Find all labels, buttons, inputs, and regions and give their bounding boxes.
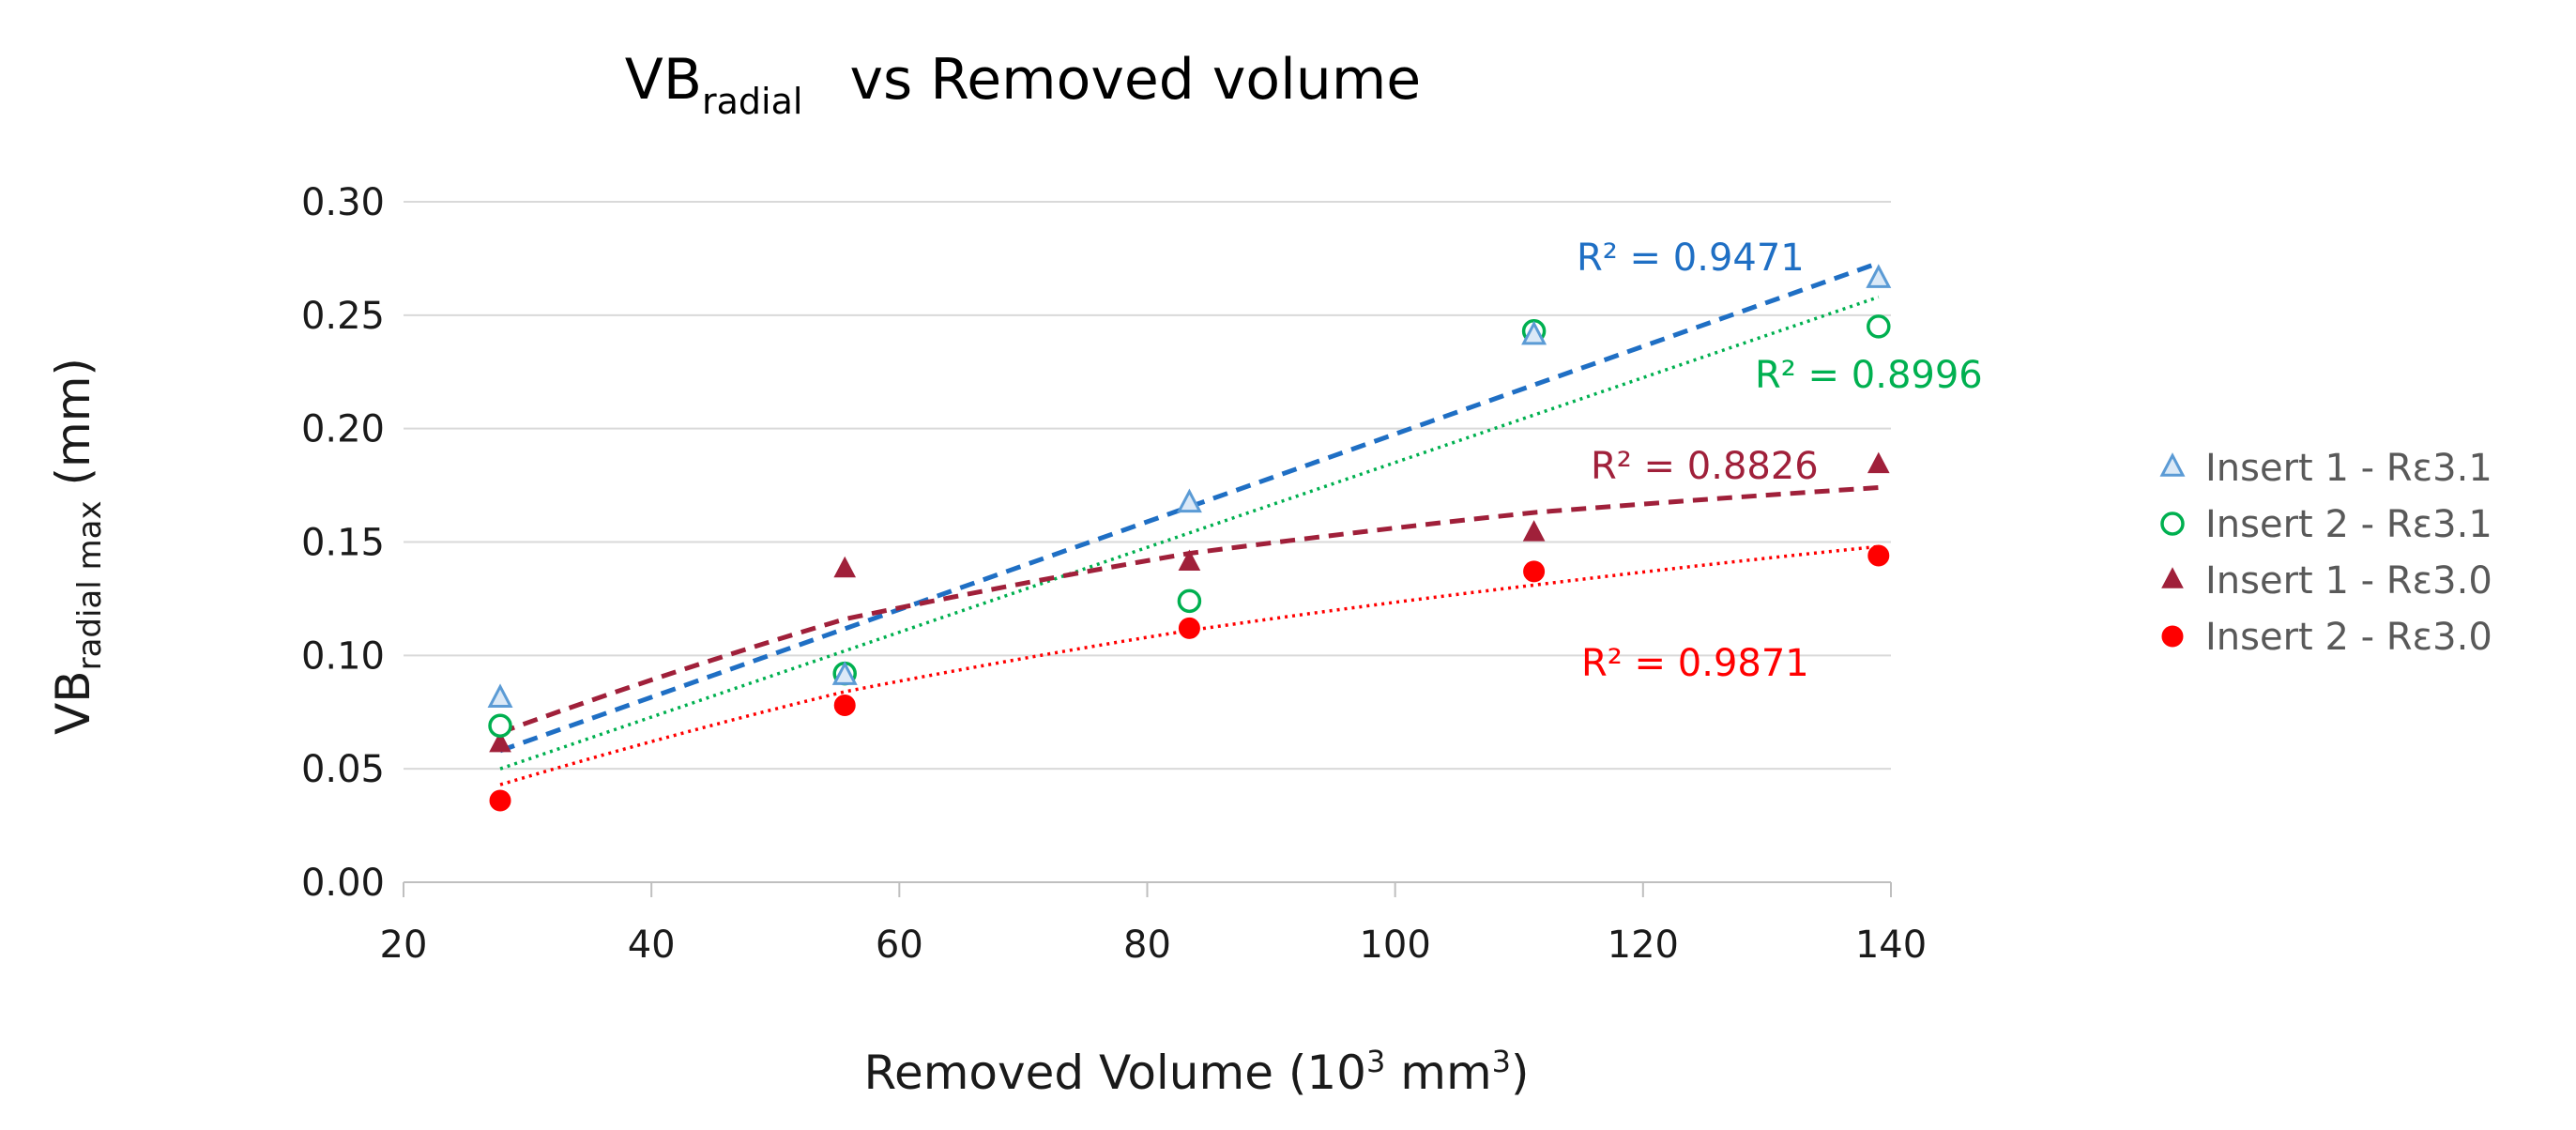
x-tick-label: 40: [628, 924, 676, 967]
data-point-series-1: [1866, 264, 1892, 288]
chart-title: VBradial vs Removed volume: [625, 47, 1421, 122]
x-tick-label: 60: [876, 924, 923, 967]
data-point-series-4: [1523, 560, 1546, 583]
data-point-series-4: [833, 695, 856, 716]
y-axis-title: VBradial max (mm): [46, 358, 109, 735]
data-point-series-2: [1177, 588, 1202, 614]
axis-layer: 0.00 0.05 0.10 0.15 0.20 0.25 0.30 20 40 60 80 100 1…: [301, 181, 1927, 967]
r2-label-series-4: R² = 0.9871: [1581, 642, 1809, 685]
x-tick-label: 100: [1359, 924, 1430, 967]
legend-marker-series-4: [2161, 625, 2184, 648]
xlabel-mid: mm: [1385, 1046, 1491, 1100]
ylabel-sub: radial max: [71, 500, 109, 670]
legend-label-series-2: Insert 2 - Rε3.1: [2205, 503, 2492, 546]
y-tick-label: 0.00: [301, 862, 385, 905]
r2-label-series-3: R² = 0.8826: [1591, 445, 1819, 488]
data-point-series-1: [487, 683, 513, 708]
legend-label-series-4: Insert 2 - Rε3.0: [2205, 616, 2492, 659]
title-main: VB: [625, 47, 702, 113]
xlabel-end: ): [1511, 1046, 1530, 1100]
xlabel-sup1: 3: [1366, 1044, 1385, 1079]
data-point-series-4: [489, 789, 511, 812]
legend-marker-series-2: [2160, 512, 2185, 536]
x-axis-title: Removed Volume (103 mm3): [863, 1044, 1529, 1100]
r2-label-series-1: R² = 0.9471: [1577, 237, 1805, 280]
legend-marker-series-3: [2161, 567, 2184, 588]
title-rest: vs Removed volume: [849, 47, 1421, 113]
data-point-series-1: [1521, 320, 1547, 345]
trend-layer: [499, 260, 1880, 786]
legend-marker-series-1: [2159, 452, 2186, 477]
data-point-series-2: [1867, 314, 1891, 339]
data-point-series-2: [488, 713, 512, 738]
legend-label-series-1: Insert 1 - Rε3.1: [2205, 447, 2492, 490]
data-point-series-4: [1867, 544, 1890, 567]
ylabel-main: VB: [46, 670, 100, 735]
data-point-series-3: [1522, 520, 1546, 542]
r2-layer: R² = 0.9471 R² = 0.8996 R² = 0.8826 R² = 0.…: [1577, 237, 1983, 685]
title-sub: radial: [702, 81, 802, 122]
data-point-series-3: [1178, 549, 1201, 571]
data-point-series-3: [1867, 451, 1890, 474]
data-point-series-1: [1176, 488, 1202, 513]
grid-layer: [404, 201, 1891, 771]
legend: Insert 1 - Rε3.1 Insert 2 - Rε3.1 Insert 1…: [2159, 447, 2492, 659]
y-tick-label: 0.05: [301, 748, 385, 791]
x-tick-label: 20: [380, 924, 428, 967]
data-point-series-3: [833, 556, 857, 578]
xlabel-main: Removed Volume (10: [863, 1046, 1366, 1100]
marker-layer: [487, 264, 1892, 812]
x-tick-label: 140: [1855, 924, 1927, 967]
data-point-series-1: [831, 661, 858, 685]
legend-label-series-3: Insert 1 - Rε3.0: [2205, 559, 2492, 603]
data-point-series-3: [489, 730, 511, 753]
y-tick-label: 0.25: [301, 295, 385, 338]
data-point-series-4: [1178, 617, 1200, 639]
r2-label-series-2: R² = 0.8996: [1755, 354, 1983, 397]
y-tick-label: 0.15: [301, 522, 385, 565]
y-tick-label: 0.10: [301, 634, 385, 678]
x-tick-label: 80: [1123, 924, 1171, 967]
ylabel-end: (mm): [46, 358, 100, 500]
x-tick-label: 120: [1608, 924, 1679, 967]
y-tick-label: 0.30: [301, 181, 385, 224]
y-tick-label: 0.20: [301, 408, 385, 451]
trendline-series-2: [499, 295, 1880, 771]
xlabel-sup2: 3: [1492, 1044, 1511, 1079]
